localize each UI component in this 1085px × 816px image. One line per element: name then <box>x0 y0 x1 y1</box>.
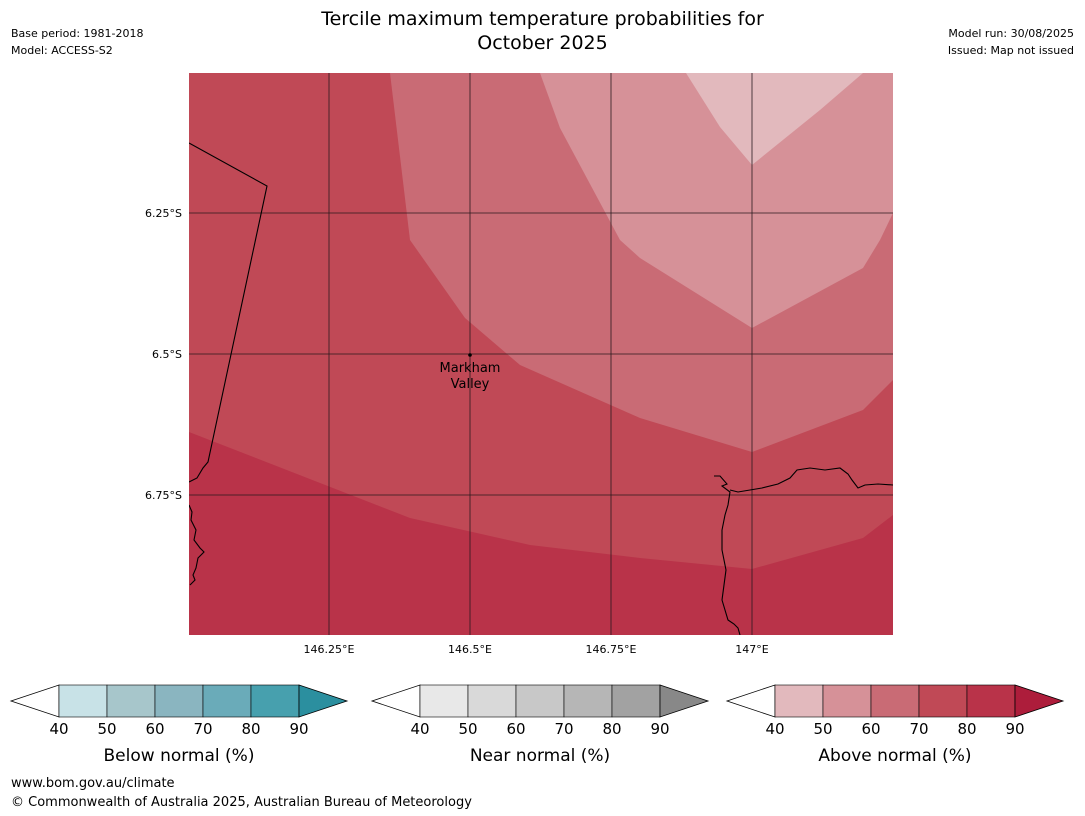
title-line-1: Tercile maximum temperature probabilitie… <box>321 8 764 30</box>
lon-label-3: 146.75°E <box>586 643 637 656</box>
legend-tick-label: 40 <box>765 720 784 738</box>
footer-copyright: © Commonwealth of Australia 2025, Austra… <box>11 795 472 810</box>
legend-0: 40 50 60 70 80 90 Below normal (%) <box>9 684 349 766</box>
place-label-line-2: Valley <box>451 377 490 392</box>
legend-label: Below normal (%) <box>104 746 255 766</box>
legend-tick-label: 60 <box>506 720 525 738</box>
legend-tick-label: 60 <box>145 720 164 738</box>
legend-segment <box>467 684 517 718</box>
meta-right: Model run: 30/08/2025 Issued: Map not is… <box>948 25 1074 59</box>
legend-tick-label: 40 <box>49 720 68 738</box>
coastlines-borders <box>189 142 893 635</box>
footer: www.bom.gov.au/climate © Commonwealth of… <box>11 774 472 812</box>
title-line-2: October 2025 <box>477 32 608 54</box>
lon-label-2: 146.5°E <box>448 643 492 656</box>
map-title: Tercile maximum temperature probabilitie… <box>0 7 1085 55</box>
legend-2: 40 50 60 70 80 90 Above normal (%) <box>725 684 1065 766</box>
lon-label-1: 146.25°E <box>304 643 355 656</box>
legend-segment <box>563 684 613 718</box>
latitude-labels: 6.25°S 6.5°S 6.75°S <box>145 207 182 502</box>
legend-segment <box>106 684 156 718</box>
model-text: Model: ACCESS-S2 <box>11 44 113 57</box>
legend-under-triangle <box>725 684 776 718</box>
legend-segment <box>202 684 252 718</box>
legend-label: Above normal (%) <box>818 746 971 766</box>
legend-tick-label: 70 <box>193 720 212 738</box>
legend-label: Near normal (%) <box>470 746 610 766</box>
legend-over-triangle <box>298 684 349 718</box>
legend-tick-label: 60 <box>861 720 880 738</box>
legend-over-triangle <box>659 684 710 718</box>
coastline-southwest <box>189 504 205 586</box>
legend-tick-label: 90 <box>650 720 669 738</box>
legend-tick-label: 50 <box>458 720 477 738</box>
legend-tick-label: 70 <box>909 720 928 738</box>
legend-segment <box>419 684 469 718</box>
legend-segment <box>154 684 204 718</box>
border-line-west <box>189 142 268 483</box>
lat-label-2: 6.5°S <box>152 348 182 361</box>
legend-segment <box>611 684 661 718</box>
place-label: Markham Valley <box>440 361 501 392</box>
legend-segment <box>250 684 300 718</box>
legend-segment <box>822 684 872 718</box>
legend-tick-label: 50 <box>97 720 116 738</box>
legend-under-triangle <box>370 684 421 718</box>
base-period-text: Base period: 1981-2018 <box>11 27 144 40</box>
legend-tick-label: 40 <box>410 720 429 738</box>
place-marker-dot[interactable] <box>468 353 472 357</box>
colorbar-legends: 40 50 60 70 80 90 Below normal (%) 40 50 60 70 80 90… <box>9 684 1065 766</box>
legend-segment <box>58 684 108 718</box>
place-label-line-1: Markham <box>440 361 501 376</box>
legend-tick-label: 90 <box>1005 720 1024 738</box>
legend-segment <box>515 684 565 718</box>
legend-tick-label: 70 <box>554 720 573 738</box>
legend-segment <box>918 684 968 718</box>
lon-label-4: 147°E <box>735 643 768 656</box>
footer-url[interactable]: www.bom.gov.au/climate <box>11 776 175 791</box>
meta-left: Base period: 1981-2018 Model: ACCESS-S2 <box>11 25 143 59</box>
legend-tick-label: 50 <box>813 720 832 738</box>
legend-1: 40 50 60 70 80 90 Near normal (%) <box>370 684 710 766</box>
issued-text: Issued: Map not issued <box>947 44 1074 57</box>
probability-shading <box>189 73 893 635</box>
legend-segment <box>966 684 1016 718</box>
longitude-labels: 146.25°E 146.5°E 146.75°E 147°E <box>304 643 769 656</box>
shade-band-50 <box>686 73 863 165</box>
legend-segment <box>774 684 824 718</box>
legend-tick-label: 90 <box>289 720 308 738</box>
model-run-text: Model run: 30/08/2025 <box>948 27 1074 40</box>
legend-over-triangle <box>1014 684 1065 718</box>
coastline-east <box>729 467 893 493</box>
legend-segment <box>870 684 920 718</box>
lat-label-3: 6.75°S <box>145 489 182 502</box>
lat-label-1: 6.25°S <box>145 207 182 220</box>
legend-under-triangle <box>9 684 60 718</box>
coastline-southeast <box>714 475 741 635</box>
legend-tick-label: 80 <box>241 720 260 738</box>
shade-band-60 <box>540 73 893 328</box>
legend-tick-label: 80 <box>602 720 621 738</box>
legend-tick-label: 80 <box>957 720 976 738</box>
